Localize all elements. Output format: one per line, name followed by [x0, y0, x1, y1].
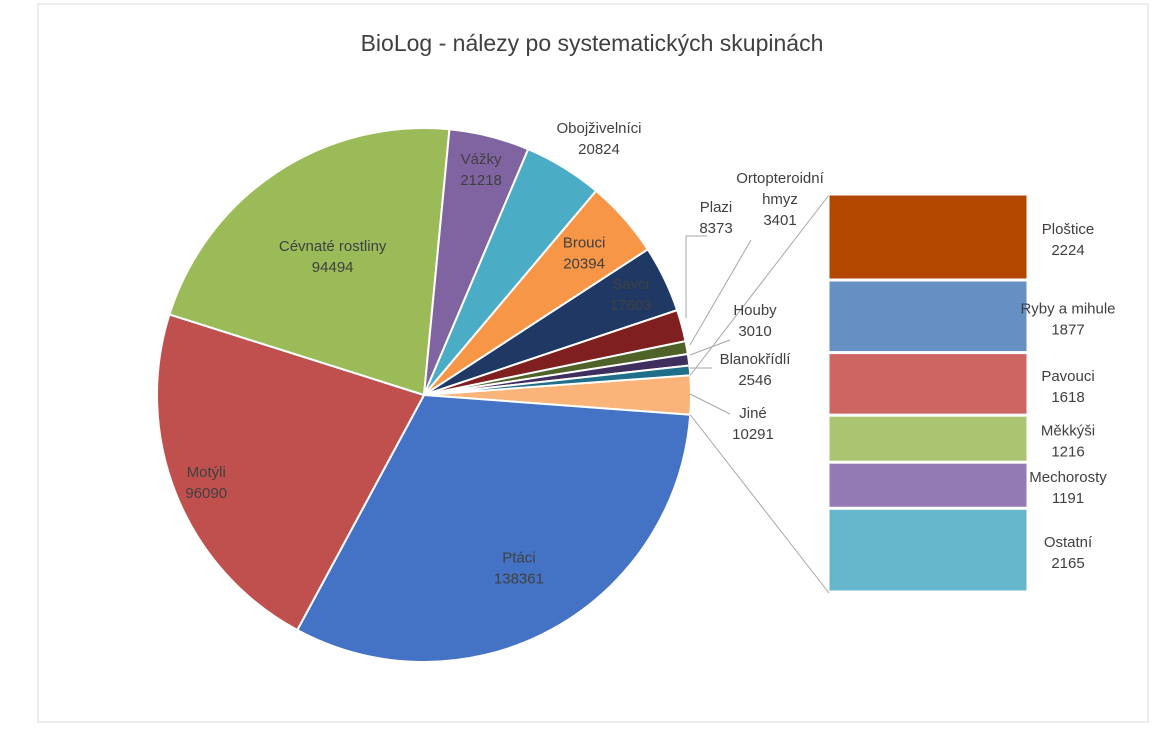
connector-top [689, 194, 830, 376]
bar-segment-ostatni [828, 508, 1028, 592]
data-label-vazky: Vážky 21218 [460, 151, 502, 189]
connector-lines [685, 194, 830, 594]
pie [156, 127, 693, 663]
leader-line-plazi [685, 235, 707, 318]
data-label-mekkysi: Měkkýši 1216 [1041, 423, 1095, 461]
data-label-motyli: Motýli 96090 [185, 464, 227, 502]
bar-segment-plostice [828, 194, 1028, 280]
data-label-obojzivelnici: Obojživelníci 20824 [556, 120, 641, 158]
leader-line-jine [689, 393, 731, 415]
data-label-ortopteroidni-hmyz: Ortopteroidní hmyz 3401 [736, 170, 824, 229]
pie-slice-motyli [156, 313, 426, 632]
bar-segment-pavouci [828, 353, 1028, 415]
data-label-blanokridli: Blanokřídlí 2546 [720, 351, 792, 389]
data-labels: Ptáci 138361 Motýli 96090 Cévnaté rostliny 94… [185, 120, 1115, 587]
data-label-plazi: Plazi 8373 [699, 199, 732, 237]
connector-bottom [689, 414, 830, 594]
breakdown-bar [828, 194, 1028, 592]
data-label-ostatni: Ostatní 2165 [1044, 534, 1093, 572]
data-label-ryby-a-mihule: Ryby a mihule 1877 [1020, 300, 1115, 338]
data-label-houby: Houby 3010 [733, 302, 777, 340]
chart-title: BioLog - nálezy po systematických skupin… [361, 30, 824, 56]
data-label-cevnate-rostliny: Cévnaté rostliny 94494 [279, 238, 387, 276]
bar-segment-mekkysi [828, 415, 1028, 462]
leader-line-ortopteroidni-hmyz [689, 239, 752, 346]
pie-slice-cevnate-rostliny [168, 127, 451, 397]
data-label-mechorosty: Mechorosty 1191 [1029, 469, 1107, 507]
leader-line-houby [689, 339, 731, 356]
data-label-brouci: Brouci 20394 [563, 235, 606, 273]
data-label-jine: Jiné 10291 [732, 405, 774, 443]
pie-slice-ptaci [295, 393, 692, 663]
data-label-plostice: Ploštice 2224 [1042, 221, 1095, 259]
data-label-savci: Savci 17603 [610, 276, 652, 314]
bar-segment-ryby-a-mihule [828, 280, 1028, 353]
data-label-pavouci: Pavouci 1618 [1041, 368, 1094, 406]
bar-segment-mechorosty [828, 462, 1028, 508]
data-label-ptaci: Ptáci 138361 [494, 549, 544, 587]
